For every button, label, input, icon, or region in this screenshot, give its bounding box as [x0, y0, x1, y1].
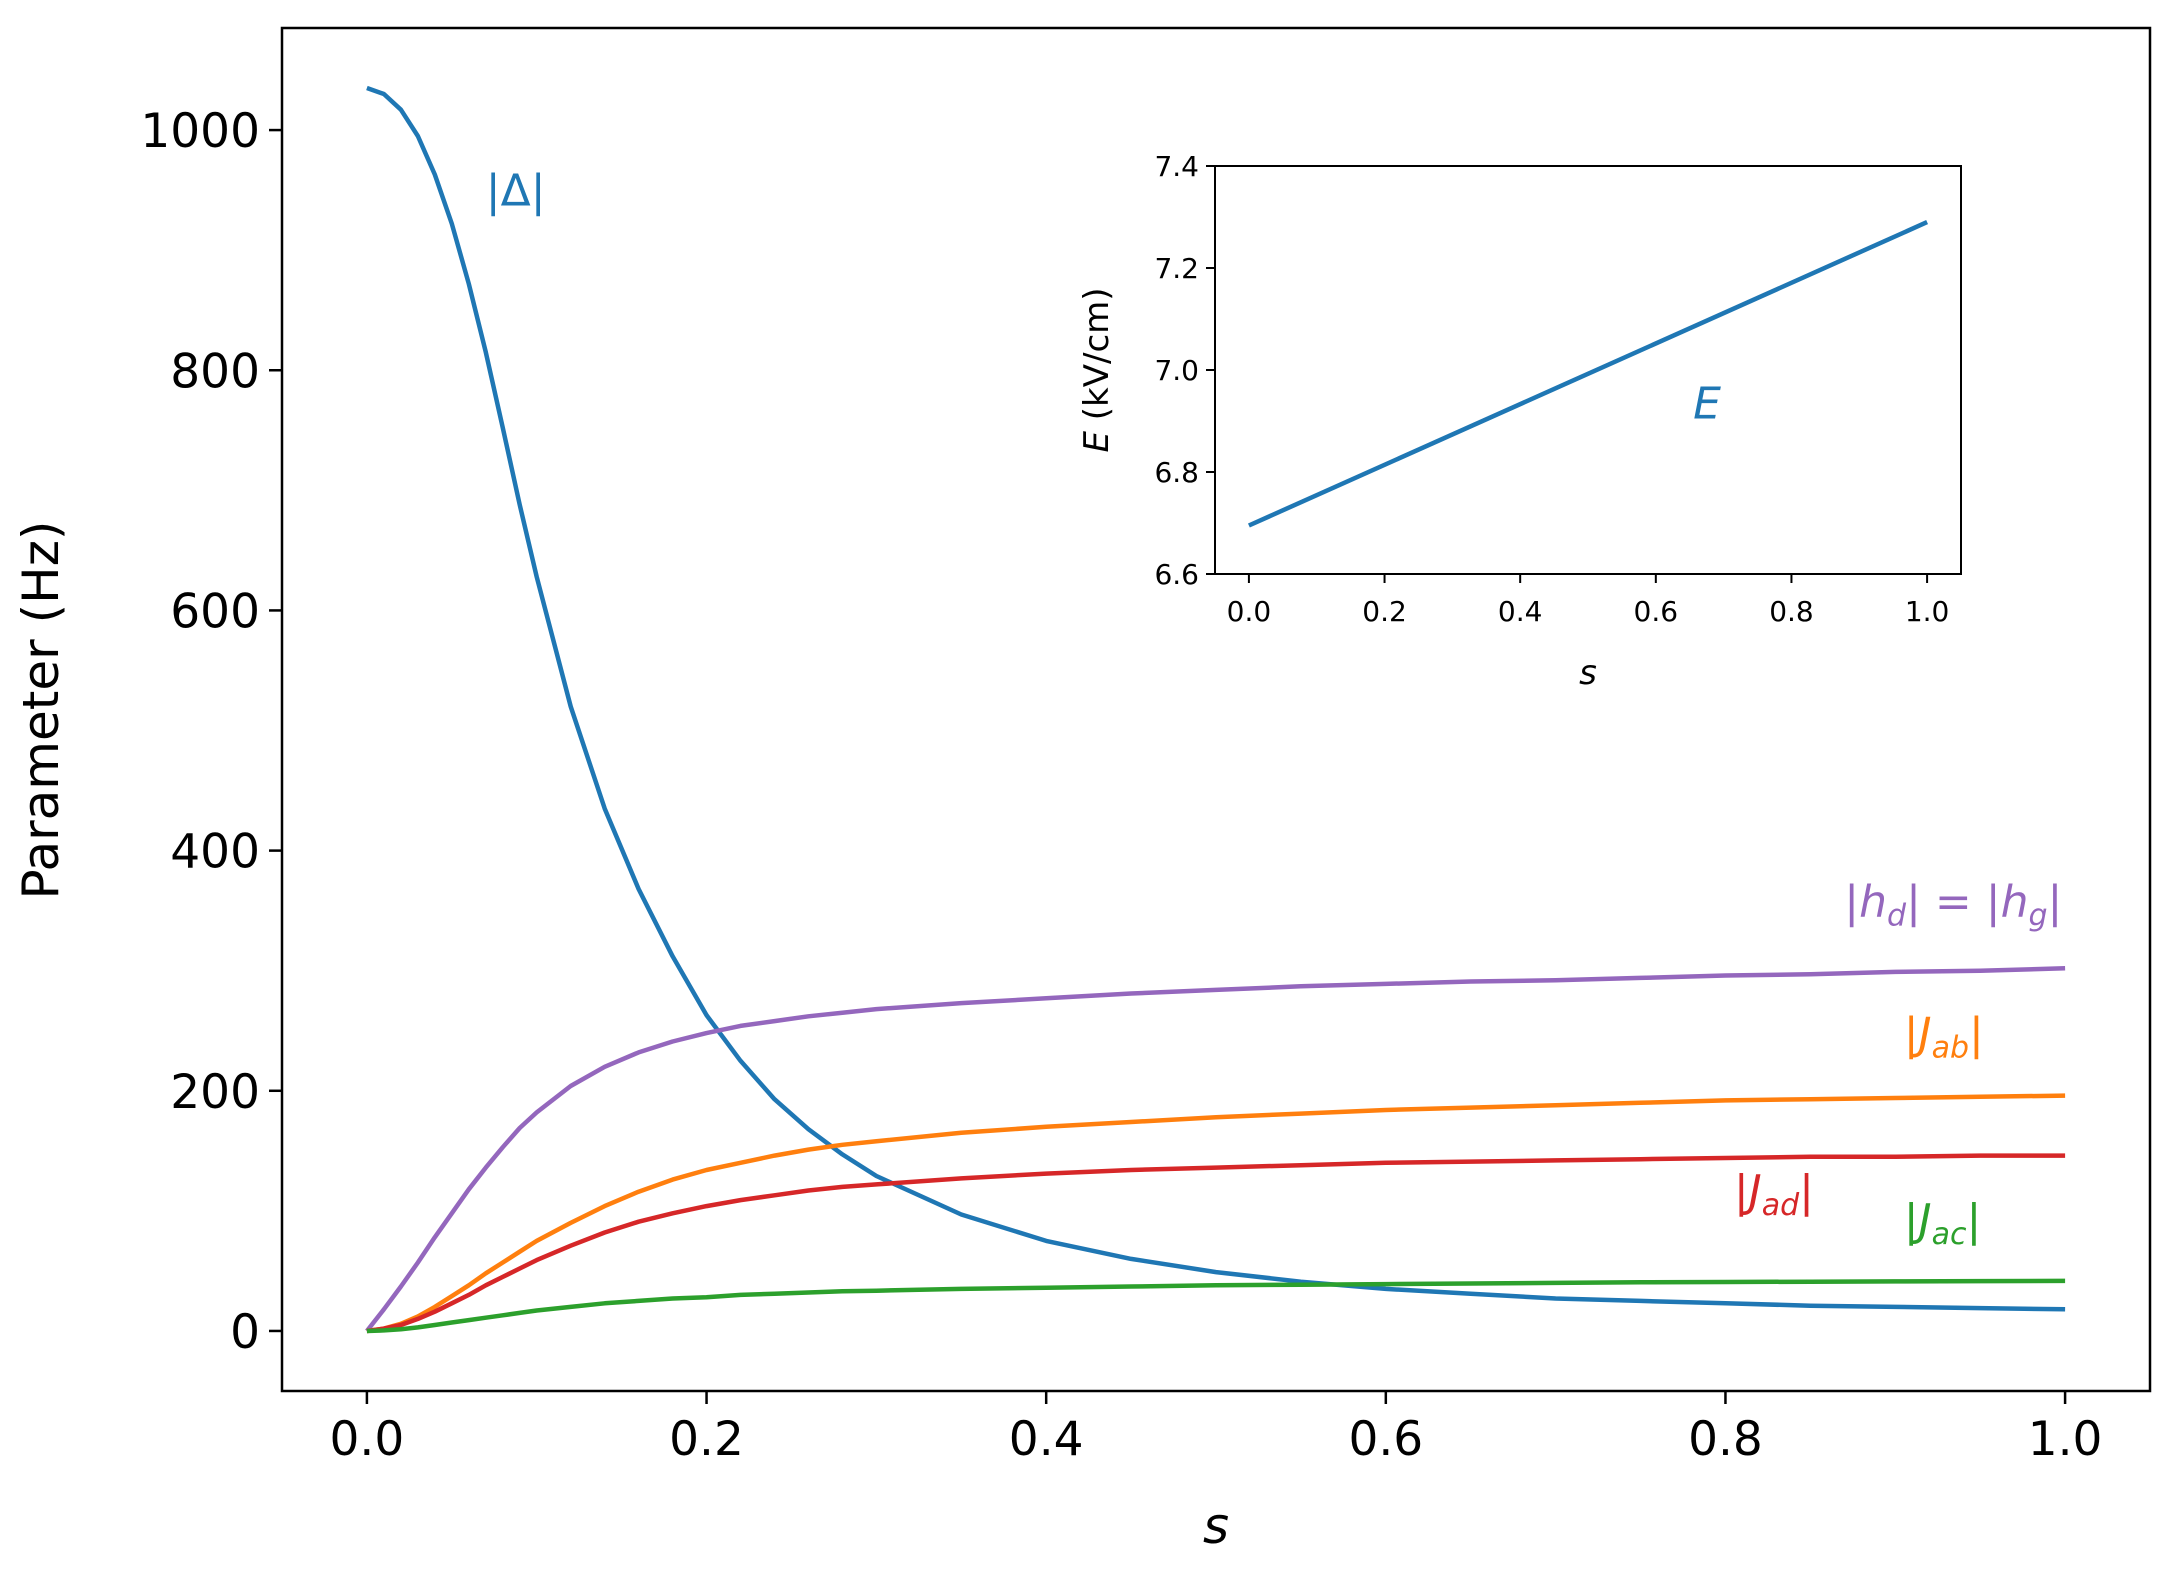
inset-y-tick-label: 7.0: [1154, 354, 1199, 387]
jad-series-label: |Jad|: [1734, 1166, 1814, 1223]
inset-x-tick-label: 0.4: [1498, 595, 1543, 628]
main-x-tick-label: 0.2: [669, 1412, 744, 1467]
main-x-tick-label: 0.6: [1348, 1412, 1423, 1467]
inset-y-ticks: 6.6 6.8 7.0 7.2 7.4: [1154, 150, 1215, 591]
main-x-tick-label: 0.8: [1688, 1412, 1763, 1467]
inset-series-layer: [1247, 220, 1929, 528]
main-x-axis-label: s: [1203, 1497, 1229, 1555]
main-x-tick-label: 0.4: [1009, 1412, 1084, 1467]
inset-x-axis-label: s: [1579, 653, 1597, 693]
main-y-tick-label: 200: [170, 1065, 260, 1120]
main-series-layer: [365, 85, 2066, 1334]
delta-series-label: |Δ|: [486, 166, 546, 217]
inset-chart: E 0.0 0.2 0.4 0.6 0.8 1.0 6.6 6.8 7.0 7.2 7.4 s E…: [1077, 150, 1962, 693]
main-series-line-1: [365, 966, 2066, 1333]
h-label-h-d: h: [1859, 877, 1887, 928]
h-label-h-g: h: [2001, 877, 2029, 928]
main-y-axis-label: Parameter (Hz): [12, 521, 70, 900]
e-series-label: E: [1693, 378, 1721, 429]
jac-series-label: |Jac|: [1904, 1195, 1982, 1252]
main-y-tick-label: 1000: [140, 104, 260, 159]
main-y-tick-label: 0: [230, 1305, 260, 1360]
main-chart: |Δ| |hd| = |hg| |Jab| |Jad| |Jac| 0.0 0.2…: [12, 26, 2152, 1555]
inset-y-axis-label: E (kV/cm): [1077, 287, 1117, 452]
inset-x-tick-label: 0.8: [1769, 595, 1814, 628]
main-plot-frame: [280, 26, 2152, 1393]
main-y-ticks: 0 200 400 600 800 1000: [140, 104, 282, 1360]
h-label-close-bar: |: [2048, 877, 2063, 928]
main-y-tick-label: 400: [170, 825, 260, 880]
main-y-tick-label: 800: [170, 344, 260, 399]
inset-y-tick-label: 6.8: [1154, 456, 1199, 489]
inset-series-line-0: [1247, 220, 1929, 528]
inset-x-tick-label: 0.2: [1362, 595, 1407, 628]
inset-background: [1215, 166, 1961, 574]
inset-y-tick-label: 7.4: [1154, 150, 1199, 183]
main-x-ticks: 0.0 0.2 0.4 0.6 0.8 1.0: [330, 1391, 2103, 1467]
inset-x-ticks: 0.0 0.2 0.4 0.6 0.8 1.0: [1227, 574, 1950, 628]
main-series-line-2: [366, 1093, 2066, 1334]
jab-series-label: |Jab|: [1904, 1009, 1984, 1066]
inset-x-tick-label: 1.0: [1905, 595, 1950, 628]
h-label-middle: | = |: [1906, 877, 2001, 928]
main-x-tick-label: 1.0: [2028, 1412, 2103, 1467]
main-x-tick-label: 0.0: [330, 1412, 405, 1467]
inset-x-tick-label: 0.0: [1227, 595, 1272, 628]
inset-x-tick-label: 0.6: [1634, 595, 1679, 628]
h-label-sub-d: d: [1887, 899, 1907, 934]
h-label-open-bar: |: [1844, 877, 1859, 928]
inset-series-labels: E: [1693, 378, 1721, 429]
main-y-tick-label: 600: [170, 584, 260, 639]
inset-y-tick-label: 6.6: [1154, 558, 1199, 591]
inset-y-tick-label: 7.2: [1154, 252, 1199, 285]
main-series-line-3: [366, 1153, 2066, 1334]
main-series-line-0: [366, 85, 2066, 1312]
main-series-line-4: [366, 1278, 2066, 1334]
h-label-sub-g: g: [2028, 899, 2047, 934]
h-series-label: |hd| = |hg|: [1844, 877, 2062, 934]
main-series-labels: |Δ| |hd| = |hg| |Jab| |Jad| |Jac|: [486, 166, 2063, 1252]
